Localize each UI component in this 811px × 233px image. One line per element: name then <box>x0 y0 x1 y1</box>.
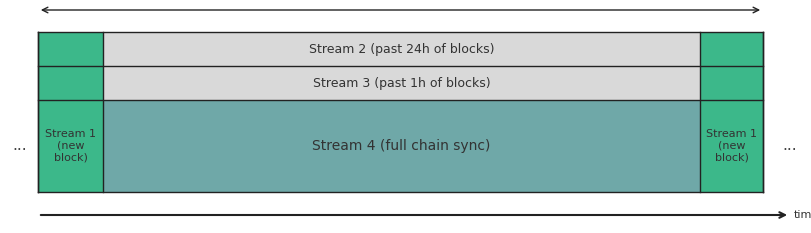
Text: ...: ... <box>13 138 28 154</box>
Text: Stream 3 (past 1h of blocks): Stream 3 (past 1h of blocks) <box>312 76 490 89</box>
Text: Stream 2 (past 24h of blocks): Stream 2 (past 24h of blocks) <box>308 42 494 55</box>
Text: ...: ... <box>782 138 796 154</box>
Bar <box>38 32 762 192</box>
Bar <box>38 32 103 192</box>
Text: time: time <box>793 210 811 220</box>
Text: Stream 4 (full chain sync): Stream 4 (full chain sync) <box>312 139 490 153</box>
Text: Stream 1
(new
block): Stream 1 (new block) <box>45 129 96 163</box>
Bar <box>103 32 699 100</box>
Text: Stream 1
(new
block): Stream 1 (new block) <box>705 129 756 163</box>
Bar <box>699 32 762 192</box>
